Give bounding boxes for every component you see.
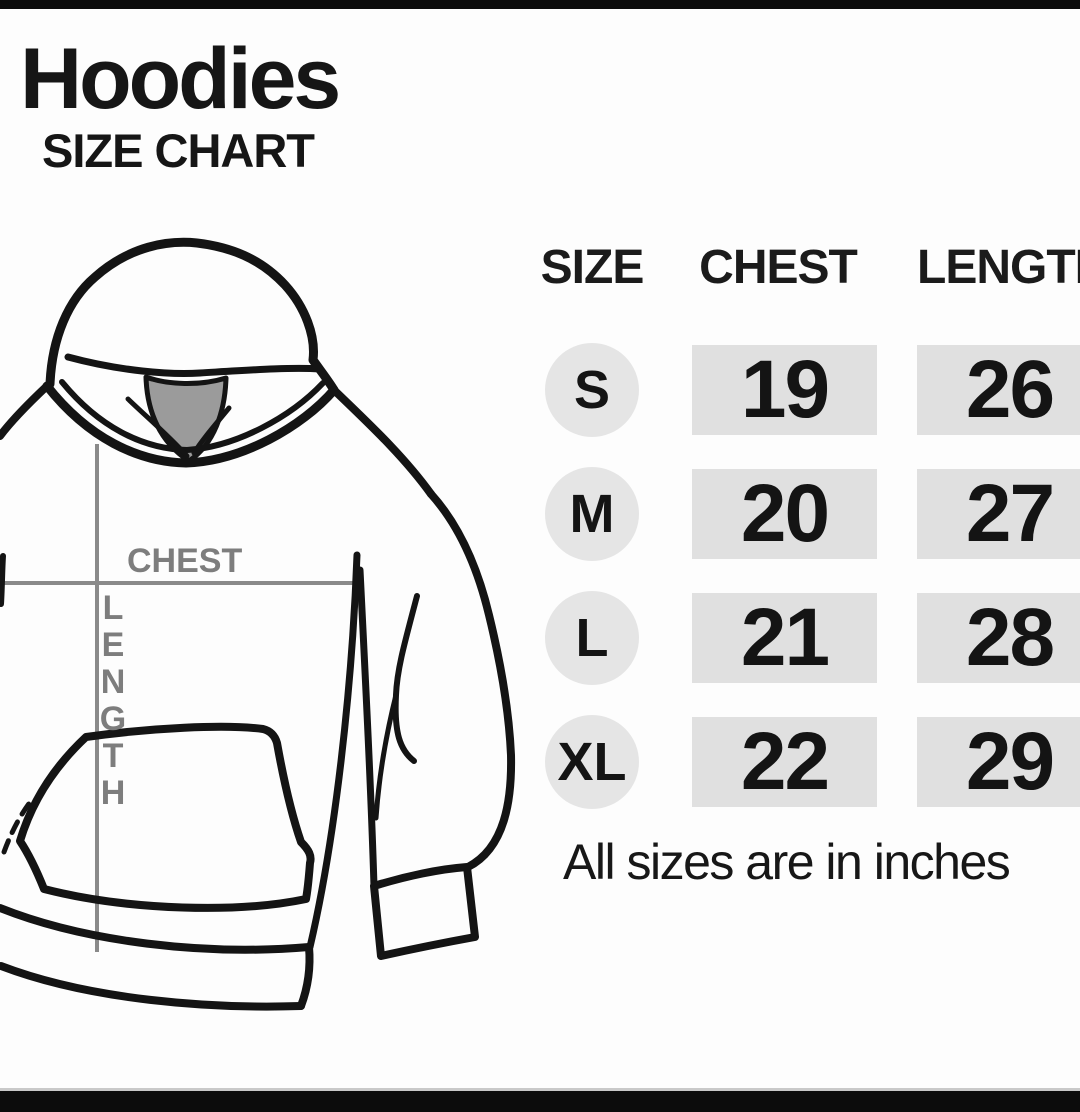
hood-rim-outer [42, 381, 339, 468]
length-value-m: 27 [917, 468, 1080, 559]
hood-outline [45, 237, 339, 395]
left-shoulder-line [0, 382, 51, 440]
length-value-s: 26 [917, 344, 1080, 435]
chest-value-s: 19 [692, 344, 877, 435]
size-badge-xl: XL [545, 715, 639, 809]
hoodie-measurement-diagram: CHEST L E N G T H [0, 237, 516, 1011]
units-note: All sizes are in inches [563, 834, 1011, 890]
page-title: Hoodies [20, 31, 341, 127]
hood-rim-inner [59, 379, 326, 453]
chest-value-xl: 22 [692, 716, 877, 807]
length-letter: L [103, 589, 124, 627]
length-value-xl: 29 [917, 716, 1080, 807]
drawstring-left [125, 396, 190, 459]
cuff-outline [370, 863, 479, 960]
hood-rim-upper [64, 353, 324, 377]
left-edge-seam [0, 553, 6, 607]
page-subtitle: SIZE CHART [42, 124, 315, 177]
length-letter: H [101, 774, 126, 812]
pocket-outline [16, 722, 315, 912]
waistband-top-line [0, 904, 313, 954]
waistband-end-cap [297, 943, 314, 1010]
length-letter: G [100, 700, 126, 738]
sleeve-crease-line [392, 593, 420, 764]
pocket-stitch-dashes [1, 794, 37, 855]
diagram-chest-label: CHEST [127, 542, 242, 580]
diagram-length-label: L E N G T H [100, 589, 126, 812]
chest-value-m: 20 [692, 468, 877, 559]
sleeve-inner-line [356, 566, 378, 890]
right-shoulder-line [330, 386, 435, 498]
length-letter: N [101, 663, 126, 701]
torso-right-line [306, 551, 361, 951]
size-badge-s: S [545, 343, 639, 437]
top-border-bar [0, 0, 1080, 9]
size-badge-m: M [545, 467, 639, 561]
column-header-chest: CHEST [699, 241, 858, 294]
sleeve-outer-line [427, 490, 516, 871]
drawstring-right [191, 405, 232, 456]
length-letter: T [103, 737, 124, 775]
length-letter: E [102, 626, 125, 664]
bottom-border-bar [0, 1088, 1080, 1112]
waistband-bottom-line [0, 962, 305, 1011]
sleeve-crease-branch [373, 692, 399, 821]
chest-value-l: 21 [692, 592, 877, 683]
size-badge-l: L [545, 591, 639, 685]
column-header-size: SIZE [540, 241, 645, 294]
length-value-l: 28 [917, 592, 1080, 683]
